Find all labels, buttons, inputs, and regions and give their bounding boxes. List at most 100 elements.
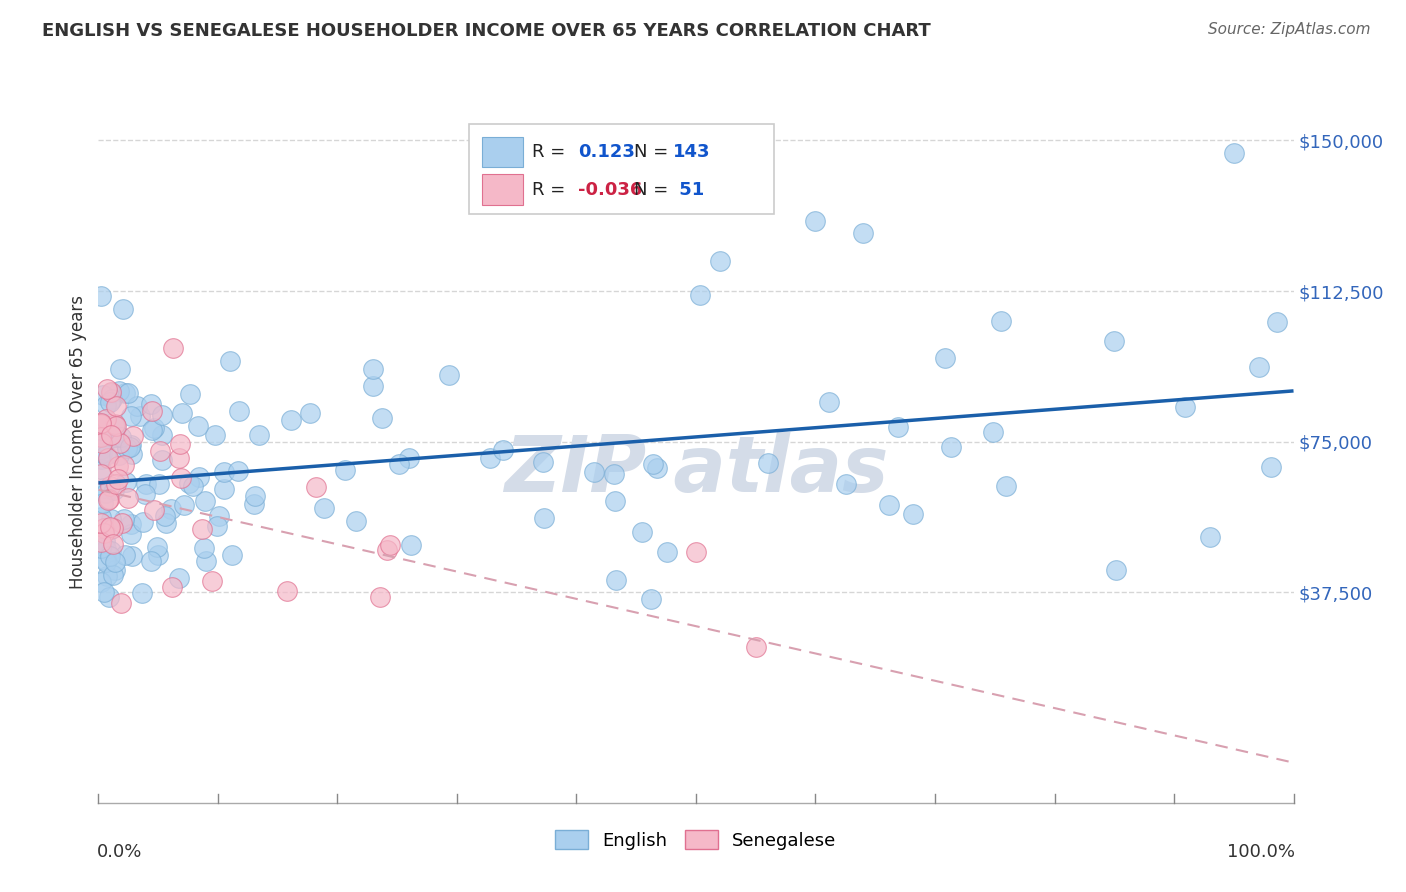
Point xyxy=(110,362,132,376)
Point xyxy=(375,543,398,558)
FancyBboxPatch shape xyxy=(470,124,773,214)
Point xyxy=(212,482,235,496)
Point xyxy=(101,567,124,582)
Legend: English, Senegalese: English, Senegalese xyxy=(547,822,845,859)
Point xyxy=(647,460,669,475)
Point xyxy=(94,542,117,557)
Point xyxy=(115,475,138,489)
Point xyxy=(399,538,422,552)
Text: 0.0%: 0.0% xyxy=(97,843,142,861)
Point xyxy=(141,554,163,568)
Point xyxy=(368,590,391,604)
Point xyxy=(179,387,201,401)
Point xyxy=(155,516,177,531)
Point xyxy=(100,544,122,558)
Point xyxy=(93,481,115,495)
Point xyxy=(141,397,163,411)
Point xyxy=(605,573,627,587)
Point xyxy=(107,384,129,399)
Point xyxy=(212,465,235,479)
Point xyxy=(120,440,142,454)
Point xyxy=(247,428,270,442)
Point xyxy=(305,480,328,494)
Point xyxy=(941,440,963,454)
Point xyxy=(90,423,112,437)
Point xyxy=(101,521,124,535)
Point xyxy=(134,487,156,501)
Point xyxy=(655,545,678,559)
Point xyxy=(90,574,112,589)
Point xyxy=(363,378,385,392)
Point xyxy=(93,534,115,549)
Point xyxy=(388,457,411,471)
Point xyxy=(159,502,181,516)
Point xyxy=(135,477,157,491)
Point xyxy=(226,464,249,478)
Point xyxy=(877,498,900,512)
Point xyxy=(170,471,193,485)
Point xyxy=(709,253,731,268)
Point xyxy=(104,419,127,434)
Point xyxy=(152,428,174,442)
Point xyxy=(145,540,167,554)
Point xyxy=(98,520,121,534)
Point xyxy=(205,518,228,533)
Point xyxy=(90,516,112,530)
Point xyxy=(100,385,122,400)
Point xyxy=(276,583,298,598)
Point xyxy=(756,457,779,471)
Point xyxy=(191,522,214,536)
Point xyxy=(685,545,707,559)
Point xyxy=(105,477,128,491)
Point xyxy=(98,591,121,605)
Point xyxy=(640,591,662,606)
Point xyxy=(344,514,367,528)
Point xyxy=(107,458,129,473)
Point xyxy=(208,509,231,524)
Point xyxy=(603,467,626,481)
Point xyxy=(170,406,193,420)
Text: 100.0%: 100.0% xyxy=(1226,843,1295,861)
Text: R =: R = xyxy=(533,180,571,199)
Point xyxy=(90,436,112,450)
Point xyxy=(90,442,112,456)
Point xyxy=(221,548,243,562)
Point xyxy=(90,452,112,467)
Point xyxy=(96,411,118,425)
Point xyxy=(112,458,135,473)
Point xyxy=(146,548,169,562)
Point xyxy=(90,430,112,444)
Point xyxy=(110,435,132,450)
Point xyxy=(114,548,136,562)
Point xyxy=(169,450,191,465)
Point xyxy=(98,394,121,409)
Point xyxy=(104,400,127,414)
Point xyxy=(110,429,132,443)
Point xyxy=(179,476,201,491)
Point xyxy=(745,640,768,654)
Point xyxy=(96,569,118,583)
Point xyxy=(852,226,875,240)
Point xyxy=(131,515,153,529)
Point xyxy=(96,448,118,462)
Point xyxy=(120,516,142,531)
Point xyxy=(104,417,127,432)
Point xyxy=(120,438,142,452)
Text: ZIP atlas: ZIP atlas xyxy=(503,433,889,508)
Text: N =: N = xyxy=(634,144,668,161)
Point xyxy=(103,483,125,497)
Point xyxy=(152,409,174,423)
Point xyxy=(312,501,335,516)
Point xyxy=(1104,334,1126,348)
Point xyxy=(1265,315,1288,329)
Point xyxy=(934,351,956,366)
Point xyxy=(105,430,128,444)
Point xyxy=(90,467,112,481)
Point xyxy=(90,510,112,524)
Point xyxy=(817,395,839,409)
Point xyxy=(94,399,117,413)
Point xyxy=(96,485,118,500)
Point xyxy=(194,493,217,508)
Point xyxy=(150,453,173,467)
Point xyxy=(100,385,122,400)
